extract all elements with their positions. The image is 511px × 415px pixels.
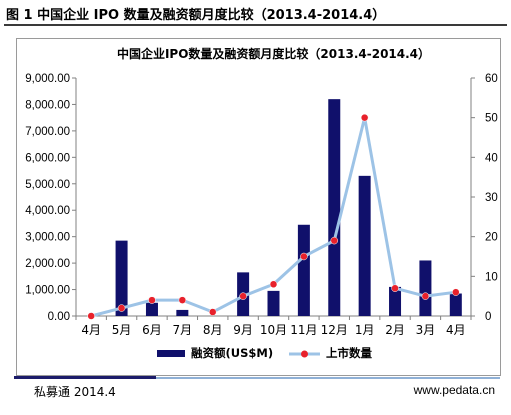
point-ipo-count xyxy=(421,292,430,300)
point-ipo-count xyxy=(178,296,187,304)
x-tick-label: 3月 xyxy=(416,323,436,337)
point-ipo-count xyxy=(148,296,156,304)
right-tick-label: 60 xyxy=(485,73,498,85)
bar-financing xyxy=(358,175,371,316)
left-tick-label: 9,000.00 xyxy=(25,73,70,85)
bar-financing xyxy=(419,260,432,316)
footer-accent-bar xyxy=(14,376,156,379)
x-tick-label: 2月 xyxy=(385,323,405,337)
left-tick-label: 5,000.00 xyxy=(25,179,70,191)
chart-frame xyxy=(16,38,501,376)
bar-financing xyxy=(267,290,280,316)
point-ipo-count xyxy=(269,280,278,289)
bar-financing xyxy=(389,286,402,316)
x-tick-label: 6月 xyxy=(142,323,162,337)
right-tick-label: 40 xyxy=(485,152,498,164)
left-tick-label: 6,000.00 xyxy=(25,152,70,164)
left-tick-label: 1,000.00 xyxy=(25,285,70,297)
x-tick-label: 9月 xyxy=(233,323,253,337)
bar-financing xyxy=(297,224,310,316)
x-tick-label: 8月 xyxy=(203,323,223,337)
bar-financing xyxy=(176,309,189,316)
point-ipo-count xyxy=(452,288,460,296)
title-divider xyxy=(4,24,507,26)
right-tick-label: 10 xyxy=(485,271,498,283)
point-ipo-count xyxy=(239,292,247,300)
x-tick-label: 12月 xyxy=(321,323,348,337)
x-tick-label: 11月 xyxy=(290,323,317,337)
left-tick-label: 4,000.00 xyxy=(25,205,70,217)
point-ipo-count xyxy=(330,236,339,245)
legend-label-ipo-count: 上市数量 xyxy=(326,346,372,360)
left-tick-label: 8,000.00 xyxy=(25,99,70,111)
point-ipo-count xyxy=(391,284,399,292)
left-tick-label: 3,000.00 xyxy=(25,232,70,244)
x-tick-label: 4月 xyxy=(446,323,466,337)
footer-source: 私募通 2014.4 xyxy=(34,385,116,399)
point-ipo-count xyxy=(87,312,95,320)
right-tick-label: 30 xyxy=(485,192,498,204)
bar-financing xyxy=(115,240,128,316)
point-ipo-count xyxy=(208,308,217,316)
figure-title: 图 1 中国企业 IPO 数量及融资额月度比较（2013.4-2014.4） xyxy=(6,8,386,23)
left-tick-label: 7,000.00 xyxy=(25,126,70,138)
right-tick-label: 50 xyxy=(485,113,498,125)
x-tick-label: 4月 xyxy=(81,323,101,337)
right-tick-label: 0 xyxy=(485,311,491,323)
x-tick-label: 5月 xyxy=(112,323,132,337)
bar-financing xyxy=(145,302,158,316)
point-ipo-count xyxy=(360,113,369,122)
bar-financing xyxy=(449,293,462,316)
chart-title: 中国企业IPO数量及融资额月度比较（2013.4-2014.4） xyxy=(117,46,430,61)
left-tick-label: 0.00 xyxy=(48,311,70,323)
legend-swatch-financing xyxy=(157,350,185,357)
point-ipo-count xyxy=(117,304,126,312)
right-tick-label: 20 xyxy=(485,232,498,244)
legend-label-financing: 融资额(US$M) xyxy=(191,346,273,360)
bar-financing xyxy=(328,99,341,317)
x-tick-label: 10月 xyxy=(260,323,287,337)
legend-marker-ipo-count xyxy=(301,350,308,358)
footer-rule xyxy=(156,377,500,379)
x-tick-label: 1月 xyxy=(355,323,375,337)
footer-website[interactable]: www.pedata.cn xyxy=(413,383,495,397)
left-tick-label: 2,000.00 xyxy=(25,258,70,270)
x-tick-label: 7月 xyxy=(173,323,193,337)
point-ipo-count xyxy=(300,252,308,261)
